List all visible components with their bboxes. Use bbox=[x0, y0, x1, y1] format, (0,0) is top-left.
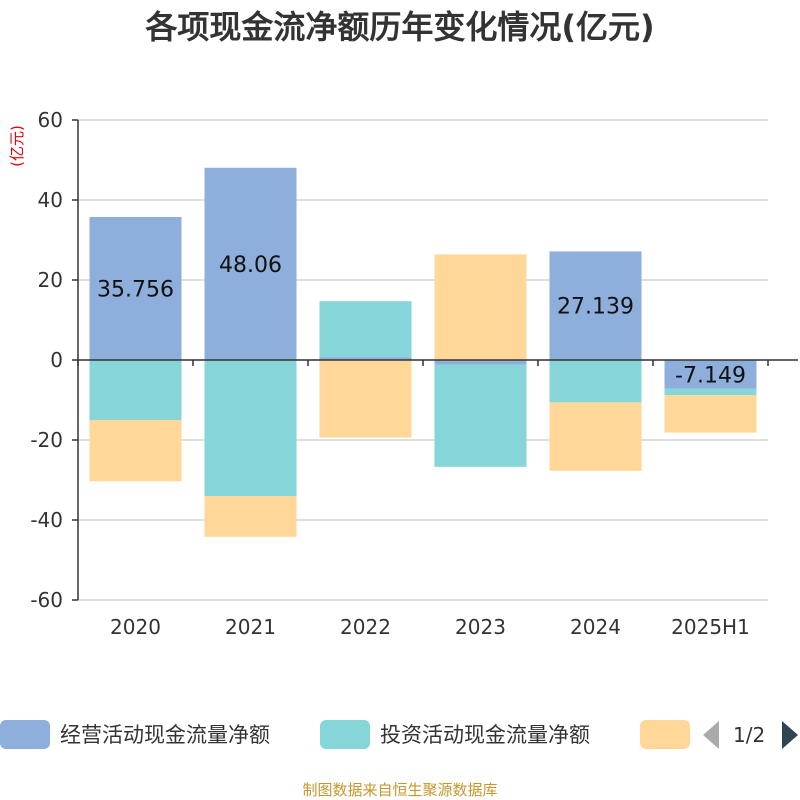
legend-next-icon[interactable] bbox=[782, 721, 798, 749]
x-tick-label: 2022 bbox=[340, 615, 391, 639]
y-tick-label: 40 bbox=[38, 188, 63, 212]
y-tick-label: -40 bbox=[30, 508, 63, 532]
y-tick-label: -20 bbox=[30, 428, 63, 452]
bar-2023-series-0 bbox=[434, 360, 527, 365]
bar-2024-series-0 bbox=[549, 251, 642, 360]
bar-2025H1-series-2 bbox=[664, 394, 757, 433]
x-tick-label: 2020 bbox=[110, 615, 161, 639]
bar-2021-series-2 bbox=[204, 496, 297, 537]
data-label: 35.756 bbox=[97, 277, 174, 302]
unit-label: (亿元) bbox=[8, 125, 26, 167]
axes: 60 40 20 0 -20 -40 -60 2020 2021 2022 2023 2024 2025… bbox=[30, 108, 798, 639]
bar-2020-series-2 bbox=[89, 420, 182, 482]
data-label: -7.149 bbox=[675, 363, 746, 388]
y-tick-label: 0 bbox=[50, 348, 63, 372]
y-tick-label: 20 bbox=[38, 268, 63, 292]
legend-swatch[interactable] bbox=[640, 720, 690, 749]
y-tick-label: 60 bbox=[38, 108, 63, 132]
source-note: 制图数据来自恒生聚源数据库 bbox=[302, 781, 497, 799]
y-tick-label: -60 bbox=[30, 588, 63, 612]
bar-2020-series-0 bbox=[89, 216, 182, 360]
bars bbox=[89, 167, 757, 537]
legend-label[interactable]: 投资活动现金流量净额 bbox=[380, 723, 590, 747]
x-tick-label: 2021 bbox=[225, 615, 276, 639]
bar-2025H1-series-1 bbox=[664, 388, 757, 395]
x-tick-label: 2025H1 bbox=[671, 615, 750, 639]
bar-2025H1-series-0 bbox=[664, 360, 757, 389]
legend-prev-icon[interactable] bbox=[703, 721, 719, 749]
x-tick-label: 2023 bbox=[455, 615, 506, 639]
legend: 经营活动现金流量净额 投资活动现金流量净额 1/2 bbox=[0, 720, 798, 749]
bar-2022-series-2 bbox=[319, 360, 412, 438]
data-label: 27.139 bbox=[557, 295, 634, 320]
bar-2023-series-1 bbox=[434, 364, 527, 467]
bar-2020-series-1 bbox=[89, 360, 182, 420]
bar-2021-series-0 bbox=[204, 167, 297, 360]
data-labels: 35.756 48.06 27.139 -7.149 bbox=[97, 253, 746, 388]
bar-2022-series-0 bbox=[319, 357, 412, 360]
bar-2021-series-1 bbox=[204, 360, 297, 496]
legend-pager-text: 1/2 bbox=[733, 723, 765, 747]
x-tick-label: 2024 bbox=[570, 615, 621, 639]
legend-swatch[interactable] bbox=[0, 720, 50, 749]
legend-swatch[interactable] bbox=[320, 720, 370, 749]
bar-2022-series-1 bbox=[319, 301, 412, 358]
bar-2023-series-2 bbox=[434, 254, 527, 360]
chart-title: 各项现金流净额历年变化情况(亿元) bbox=[145, 8, 654, 46]
data-label: 48.06 bbox=[219, 253, 282, 278]
legend-label[interactable]: 经营活动现金流量净额 bbox=[60, 723, 270, 747]
bar-2024-series-1 bbox=[549, 360, 642, 403]
bar-2024-series-2 bbox=[549, 402, 642, 471]
